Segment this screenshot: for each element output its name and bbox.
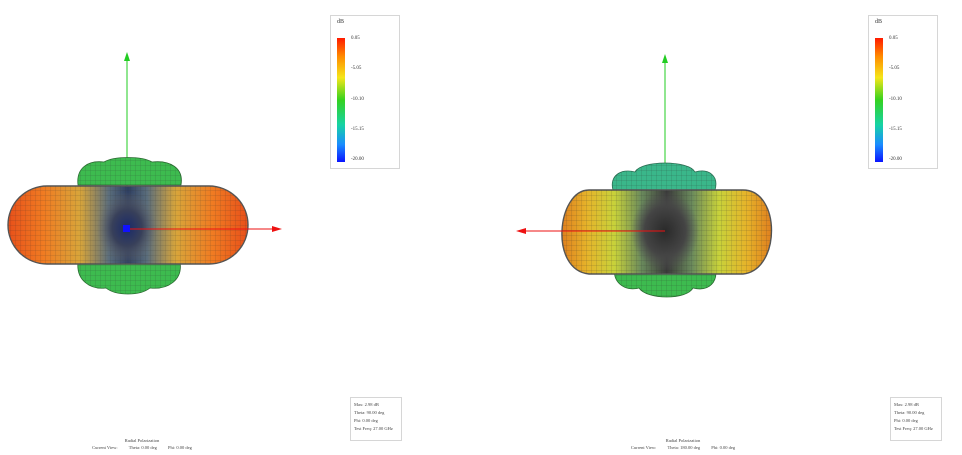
lower-lobe (77, 261, 181, 295)
color-legend: dB 0.05 -5.05 -10.10 -15.15 -20.00 (330, 15, 400, 169)
view-caption: Radial Polarization Current View: Theta:… (62, 437, 222, 451)
caption-title: Radial Polarization (124, 438, 160, 443)
right-panel: dB 0.05 -5.05 -10.10 -15.15 -20.00 Max: … (481, 0, 962, 455)
caption-phi: Phi: 0.00 deg (168, 445, 192, 450)
info-freq: Test Freq: 27.00 GHz (354, 426, 393, 431)
legend-tick: -15.15 (351, 127, 364, 132)
radiation-pattern-plot-right[interactable] (481, 0, 962, 330)
color-legend: dB 0.05 -5.05 -10.10 -15.15 -20.00 (868, 15, 938, 169)
radiation-pattern-plot-left[interactable] (0, 0, 481, 330)
caption-title: Radial Polarization (665, 438, 701, 443)
caption-phi: Phi: 0.00 deg (711, 445, 736, 450)
info-box: Max: 2.98 dB Theta: 90.00 deg Phi: 0.00 … (890, 397, 942, 441)
caption-theta: Theta: 180.00 deg (667, 445, 701, 450)
info-freq: Test Freq: 27.00 GHz (894, 426, 933, 431)
left-panel: dB 0.05 -5.05 -10.10 -15.15 -20.00 Max: … (0, 0, 481, 451)
origin-marker-icon (123, 225, 130, 232)
legend-tick: -20.00 (889, 157, 902, 162)
legend-tick: 0.05 (889, 36, 898, 41)
caption-current-view: Current View: (92, 445, 118, 450)
legend-color-bar (337, 38, 345, 162)
caption-current-view: Current View: (630, 445, 657, 450)
legend-tick: -5.05 (351, 66, 362, 71)
upper-lobe (77, 157, 182, 186)
info-phi: Phi: 0.00 deg (354, 418, 378, 423)
info-phi: Phi: 0.00 deg (894, 418, 918, 423)
info-theta: Theta: 90.00 deg (354, 410, 385, 415)
main-lobe (561, 189, 773, 275)
legend-tick: -20.00 (351, 157, 364, 162)
info-max: Max: 2.98 dB (894, 402, 919, 407)
axis-arrow-icon (272, 226, 282, 232)
info-max: Max: 2.98 dB (354, 402, 379, 407)
axis-arrow-icon (516, 228, 526, 234)
view-caption: Radial Polarization Current View: Theta:… (603, 437, 763, 451)
caption-theta: Theta: 0.00 deg (128, 445, 157, 450)
legend-title: dB (337, 19, 345, 25)
legend-tick: -5.05 (889, 66, 900, 71)
info-box: Max: 2.98 dB Theta: 90.00 deg Phi: 0.00 … (350, 397, 402, 441)
legend-tick: -15.15 (889, 127, 902, 132)
axis-arrow-icon (662, 54, 668, 63)
legend-tick: 0.05 (351, 36, 360, 41)
upper-lobe (611, 162, 717, 191)
legend-title: dB (875, 19, 883, 25)
legend-tick: -10.10 (889, 97, 902, 102)
info-theta: Theta: 90.00 deg (894, 410, 925, 415)
axis-arrow-icon (124, 52, 130, 61)
legend-tick: -10.10 (351, 97, 364, 102)
legend-color-bar (875, 38, 883, 162)
